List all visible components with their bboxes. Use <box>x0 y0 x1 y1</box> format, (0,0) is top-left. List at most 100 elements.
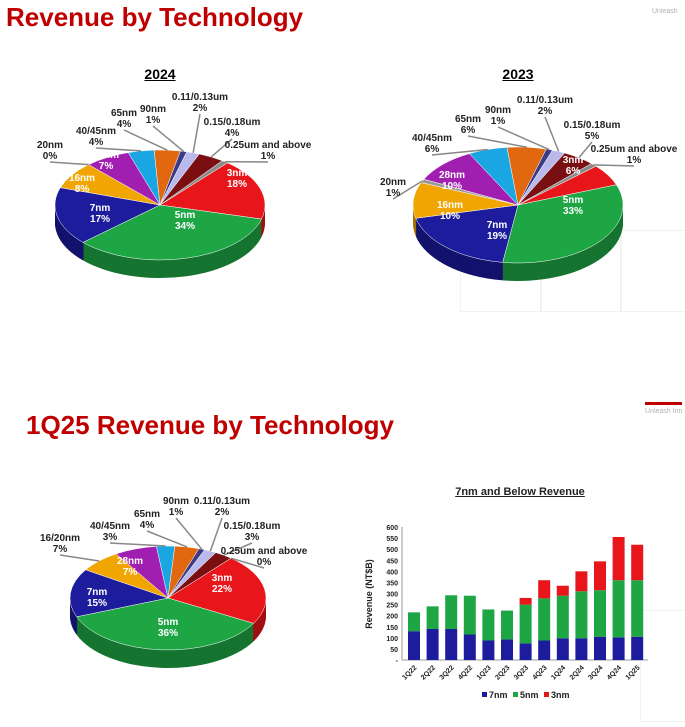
y-tick-label: 400 <box>386 569 398 576</box>
slice-name: 5nm <box>174 210 196 221</box>
slice-value: 4% <box>88 137 104 148</box>
legend-swatch-3nm <box>544 692 549 697</box>
bar-5nm-4Q22 <box>463 595 476 635</box>
page-title: Revenue by Technology <box>6 2 304 32</box>
bar-7nm-4Q24 <box>612 637 625 660</box>
bar-3nm-3Q24 <box>594 561 606 591</box>
y-tick-label: 100 <box>386 636 398 643</box>
x-tick-label: 4Q22 <box>457 664 474 681</box>
slice-value: 1% <box>490 116 506 127</box>
background-grid <box>620 230 685 312</box>
pie-label: 0.15/0.18um 3% <box>224 521 281 543</box>
watermark: Unleash Inn <box>645 402 683 415</box>
x-tick-label: 2Q22 <box>420 664 437 681</box>
y-tick-label: 550 <box>386 536 398 543</box>
x-tick-label: 1Q24 <box>550 664 567 681</box>
y-tick-label: 300 <box>386 592 398 599</box>
leader-line <box>123 129 168 151</box>
slice-name: 0.15/0.18um <box>203 117 261 128</box>
pie-slice-5nm <box>76 597 255 651</box>
slice-value: 2% <box>192 103 208 114</box>
pie-label: 0.25um and above 1% <box>225 140 312 162</box>
pie-label: 0.11/0.13um 2% <box>172 92 228 114</box>
bar-7nm-4Q23 <box>538 640 551 660</box>
slice-value: 7% <box>122 567 138 578</box>
slice-name: 28nm <box>438 170 466 181</box>
bar-7nm-1Q24 <box>556 638 569 660</box>
slice-name: 3nm <box>562 155 584 166</box>
pie-label: 5nm 34% <box>175 210 196 232</box>
slice-name: 0.11/0.13um <box>516 95 574 106</box>
leader-line <box>59 554 100 562</box>
bar-5nm-1Q23 <box>482 609 495 641</box>
slice-value: 1% <box>385 188 401 199</box>
x-tick-label: 2Q23 <box>494 664 511 681</box>
slice-name: 3nm <box>226 168 248 179</box>
bar-5nm-2Q23 <box>501 610 513 640</box>
bar-5nm-3Q22 <box>445 595 458 629</box>
slice-value: 34% <box>174 221 195 232</box>
leader-line <box>152 125 185 152</box>
legend-label-3nm: 3nm <box>551 690 570 700</box>
pie-label: 5nm 36% <box>158 617 179 639</box>
pie-chart-2024 <box>54 149 266 278</box>
pie-slice-0.15/0.18um <box>167 552 232 599</box>
slice-name: 20nm <box>36 140 64 151</box>
slice-name: 28nm <box>116 556 144 567</box>
pie-label: 7nm 19% <box>487 220 508 242</box>
bar-chart: - 50 100 150 200 250 300 350 400 450 500 550 600 Reve… <box>364 525 648 700</box>
pie-label: 3nm 18% <box>227 168 248 190</box>
leader-line <box>209 517 223 552</box>
slice-value: 19% <box>486 231 507 242</box>
pie-label: 40/45nm 3% <box>90 521 130 543</box>
bar-5nm-3Q24 <box>594 590 606 637</box>
pie-label: 90nm 1% <box>140 104 166 126</box>
slice-name: 7nm <box>86 587 108 598</box>
bar-5nm-4Q24 <box>612 580 625 638</box>
slice-value: 15% <box>86 598 107 609</box>
bar-5nm-4Q23 <box>538 598 551 641</box>
slice-name: 0.25um and above <box>220 546 308 557</box>
bar-3nm-3Q23 <box>519 597 532 605</box>
pie-slice-7nm <box>54 187 161 243</box>
slice-name: 40/45nm <box>411 133 453 144</box>
leader-line <box>95 147 142 152</box>
pie-label: 16/20nm 7% <box>40 533 80 555</box>
pie-label: 7nm 17% <box>90 203 111 225</box>
bar-5nm-2Q22 <box>426 606 439 629</box>
slice-value: 3% <box>102 532 118 543</box>
slice-name: 90nm <box>139 104 167 115</box>
slice-value: 0% <box>42 151 58 162</box>
slice-name: 65nm <box>110 108 138 119</box>
slice-name: 0.11/0.13um <box>193 496 251 507</box>
slice-value: 7% <box>52 544 68 555</box>
y-tick-label: 150 <box>386 625 398 632</box>
bar-7nm-1Q25 <box>631 636 644 660</box>
slice-value: 1% <box>626 155 642 166</box>
pie-label: 90nm 1% <box>485 105 511 127</box>
x-tick-label: 2Q24 <box>569 664 586 681</box>
slice-value: 8% <box>74 184 90 195</box>
legend-swatch-7nm <box>482 692 487 697</box>
pie-label: 0.25um and above 1% <box>591 144 678 166</box>
slice-value: 1% <box>260 151 276 162</box>
watermark: Unleash <box>652 8 678 15</box>
slice-value: 7% <box>98 161 114 172</box>
bar-7nm-2Q22 <box>426 628 439 660</box>
pie-label: 3nm 22% <box>212 573 233 595</box>
slice-name: 28nm <box>92 150 120 161</box>
slice-value: 10% <box>441 181 462 192</box>
leader-line <box>467 135 527 148</box>
leader-line <box>192 113 201 153</box>
pie-label: 0.25um and above 0% <box>221 546 308 568</box>
y-tick-label: 200 <box>386 614 398 621</box>
leader-line <box>392 180 423 200</box>
leader-line <box>109 542 166 547</box>
background-grid <box>640 610 685 722</box>
slice-value: 4% <box>116 119 132 130</box>
slice-name: 5nm <box>562 195 584 206</box>
slice-value: 6% <box>565 166 581 177</box>
x-tick-label: 4Q23 <box>532 664 549 681</box>
bar-3nm-4Q23 <box>538 580 551 599</box>
